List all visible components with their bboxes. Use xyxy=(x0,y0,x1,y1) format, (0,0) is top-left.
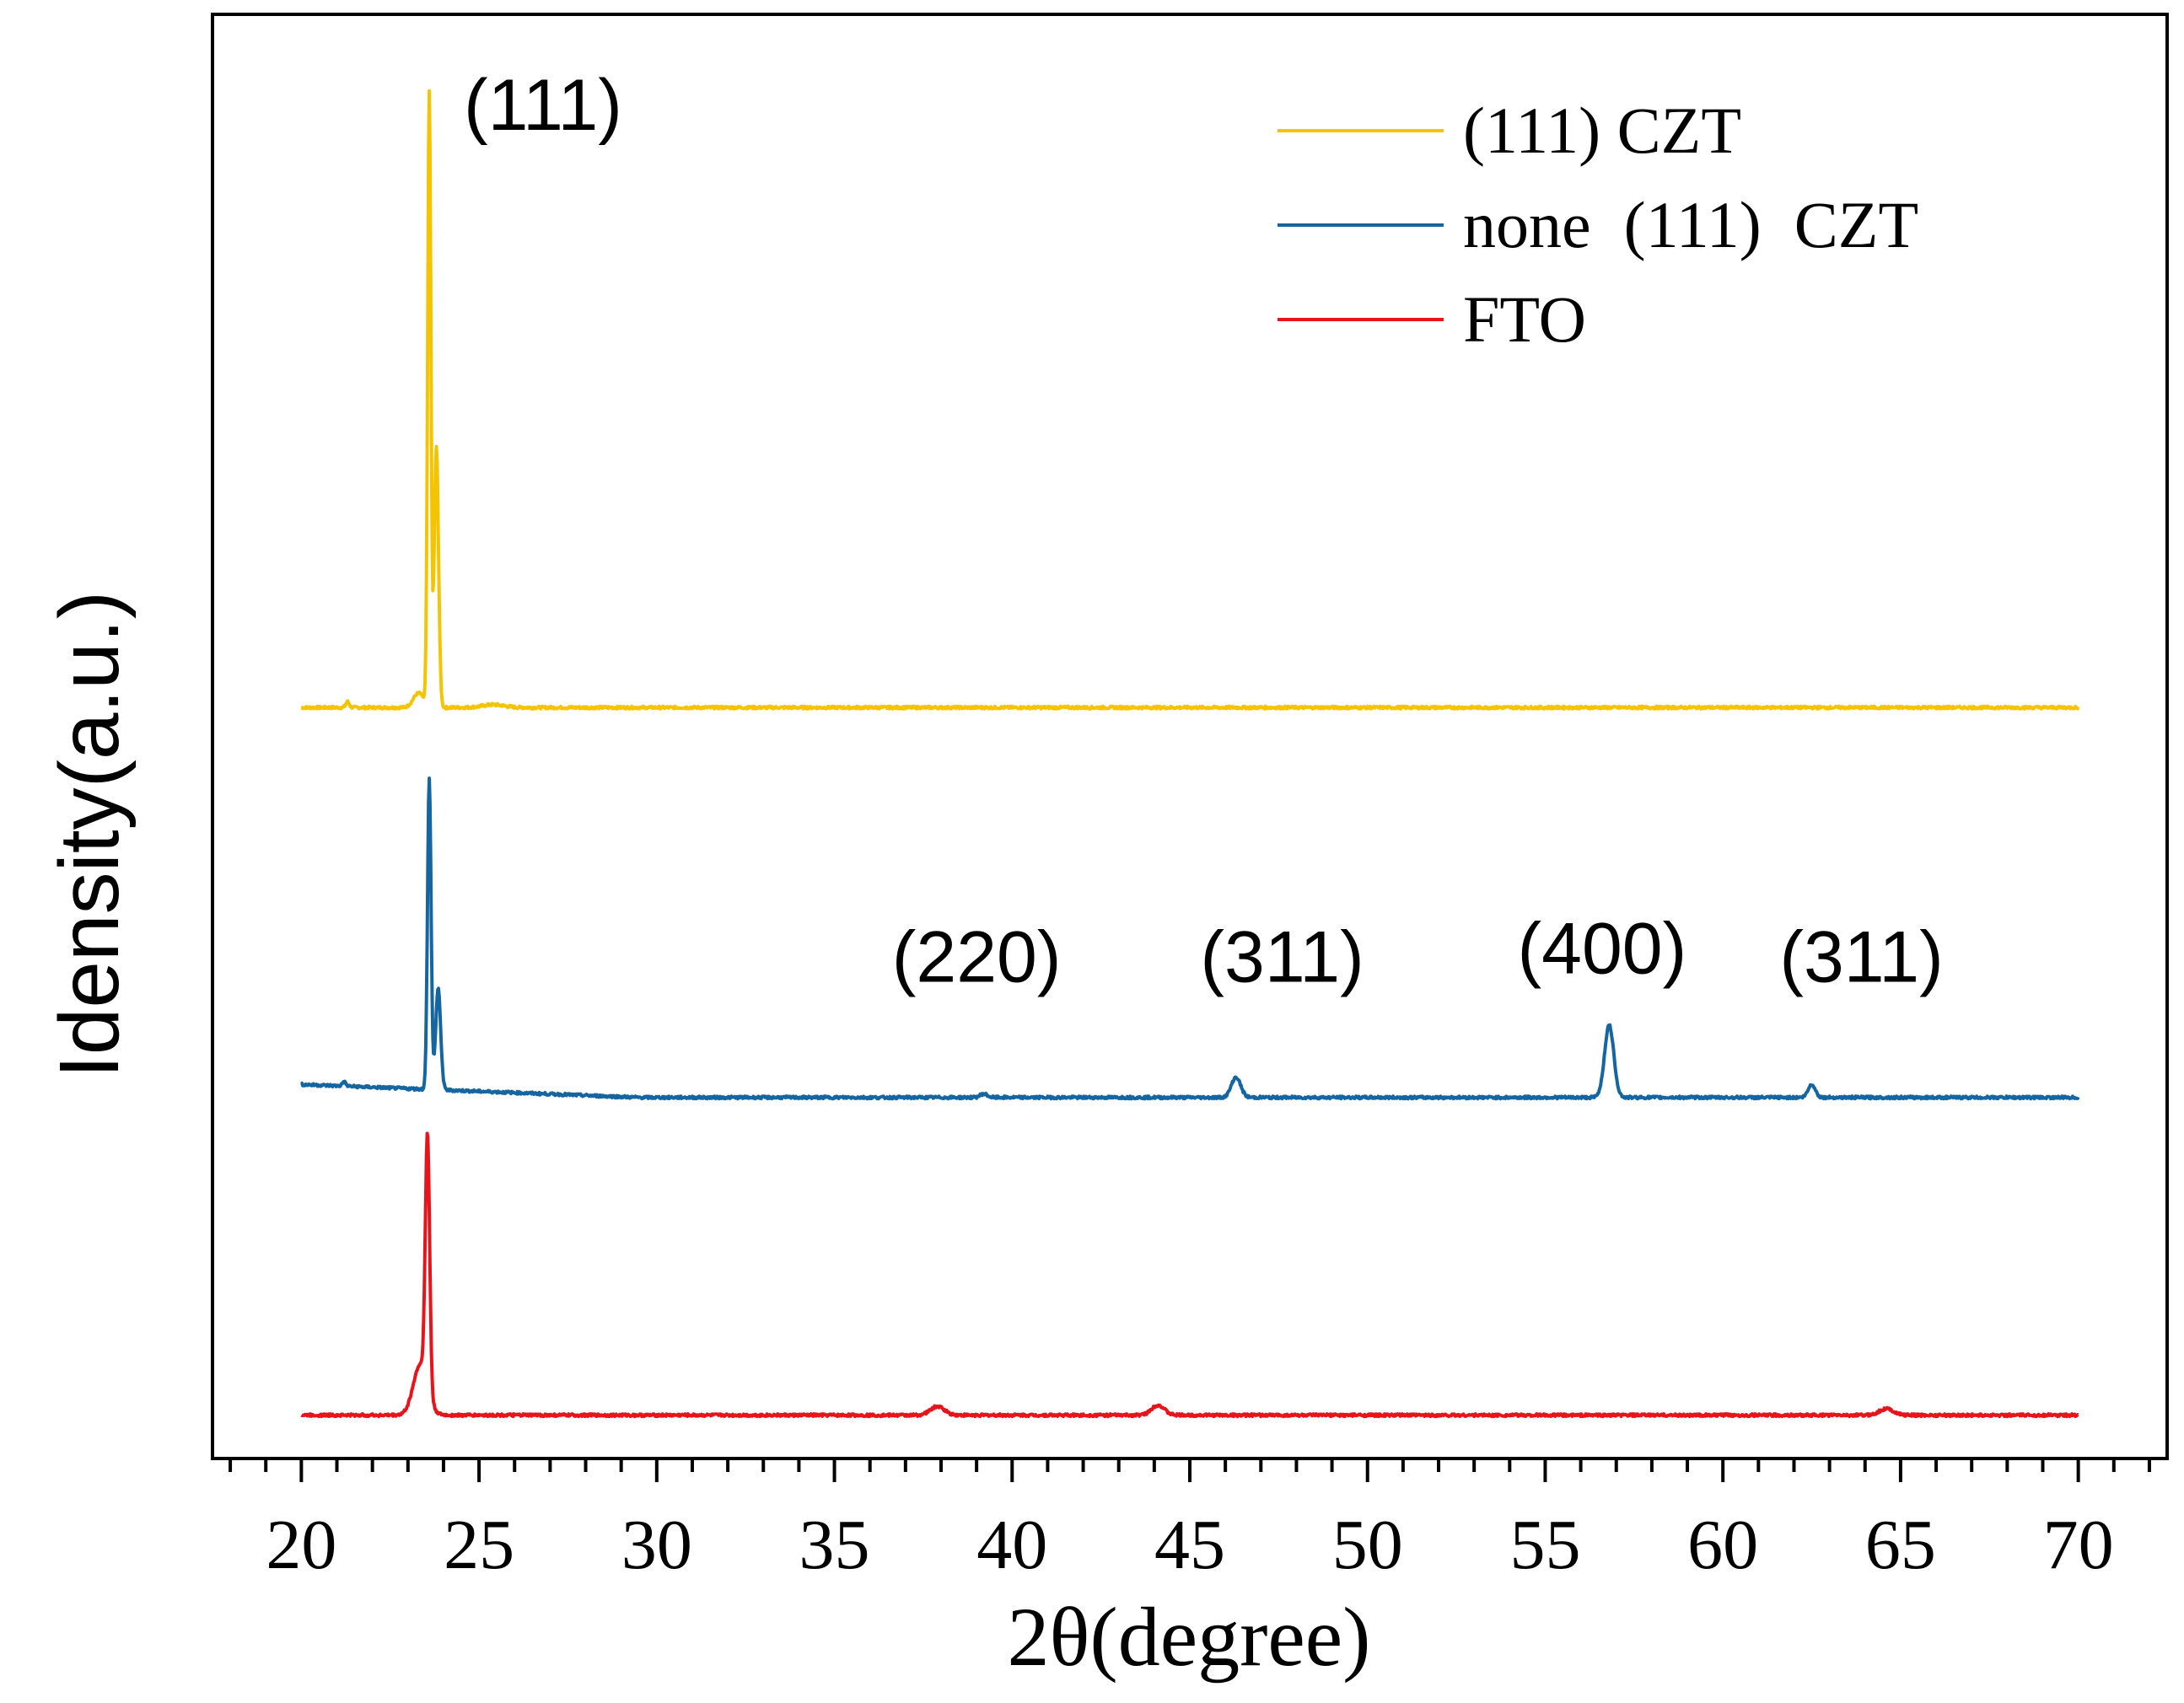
series-line-1 xyxy=(300,89,2080,711)
peak-annotations: (111) (220) (311) (400) (311) xyxy=(464,65,1944,998)
peak-annotation: (220) xyxy=(892,917,1062,998)
x-tick-label: 30 xyxy=(621,1506,692,1584)
peak-annotation: (311) xyxy=(1779,917,1943,998)
peak-annotation: (400) xyxy=(1518,908,1687,989)
x-tick-label: 20 xyxy=(266,1506,336,1584)
x-tick-label: 35 xyxy=(799,1506,870,1584)
x-tick-label: 65 xyxy=(1865,1506,1936,1584)
x-tick-label: 60 xyxy=(1687,1506,1758,1584)
series-line-3 xyxy=(300,1131,2079,1419)
x-tick-label: 50 xyxy=(1332,1506,1403,1584)
x-tick-label: 40 xyxy=(976,1506,1047,1584)
y-axis-label: Idensity(a.u.) xyxy=(42,591,137,1078)
peak-annotation: (311) xyxy=(1200,917,1364,998)
legend-label-2: none (111) CZT xyxy=(1463,188,1918,261)
x-tick-label: 45 xyxy=(1154,1506,1225,1584)
legend: (111) CZT none (111) CZT FTO xyxy=(1278,94,1918,356)
series-line-2 xyxy=(299,776,2080,1101)
peak-annotation: (111) xyxy=(464,65,622,146)
legend-label-1: (111) CZT xyxy=(1463,94,1741,167)
x-axis-ticks: 20 25 30 35 40 45 50 55 60 65 70 xyxy=(229,1459,2151,1584)
x-tick-label: 70 xyxy=(2043,1506,2114,1584)
series-layer xyxy=(299,89,2080,1419)
legend-label-3: FTO xyxy=(1463,282,1586,356)
x-tick-label: 55 xyxy=(1509,1506,1580,1584)
x-axis-label: 2θ(degree) xyxy=(1008,1590,1371,1684)
x-tick-label: 25 xyxy=(444,1506,514,1584)
